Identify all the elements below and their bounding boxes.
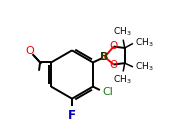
Text: O: O bbox=[109, 60, 118, 70]
Text: CH$_3$: CH$_3$ bbox=[113, 73, 132, 86]
Text: B: B bbox=[100, 52, 109, 62]
Text: CH$_3$: CH$_3$ bbox=[113, 25, 132, 38]
Text: Cl: Cl bbox=[103, 87, 113, 97]
Text: CH$_3$: CH$_3$ bbox=[135, 60, 154, 73]
Text: O: O bbox=[109, 41, 118, 51]
Text: O: O bbox=[26, 46, 34, 56]
Text: F: F bbox=[68, 109, 76, 122]
Text: CH$_3$: CH$_3$ bbox=[135, 37, 154, 49]
